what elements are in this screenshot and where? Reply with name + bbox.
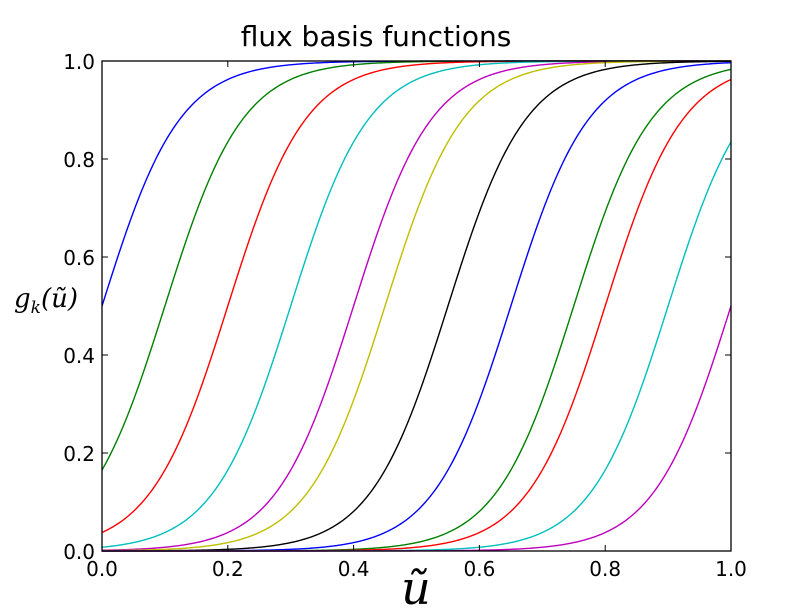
x-axis-label: ũ [401, 561, 431, 612]
y-tick-label: 0.8 [63, 148, 95, 172]
y-tick-label: 0.6 [63, 246, 95, 270]
series-line-2 [101, 60, 731, 471]
series-layer [101, 60, 732, 552]
series-line-3 [101, 60, 731, 534]
series-line-7 [102, 60, 732, 552]
series-line-5 [101, 60, 731, 551]
series-line-10 [102, 78, 732, 552]
x-tick-label: 0.2 [212, 557, 244, 581]
series-line-4 [101, 60, 731, 548]
plot-frame [101, 60, 732, 552]
y-axis-label: gk(ũ) [14, 284, 78, 318]
x-tick-label: 0.0 [86, 557, 118, 581]
series-line-1 [101, 60, 731, 307]
tick-layer: 0.0 0.2 0.4 0.6 0.8 1.0 0.0 0.2 0.4 0.6 0.8 1.0 [63, 50, 747, 581]
series-line-12 [102, 305, 732, 552]
y-tick-label: 1.0 [63, 50, 95, 74]
x-tick-label: 0.6 [463, 557, 495, 581]
x-tick-label: 0.4 [338, 557, 370, 581]
y-tick-label: 0.0 [63, 540, 95, 564]
series-line-6 [101, 60, 731, 552]
x-tick-label: 1.0 [715, 557, 747, 581]
y-tick-label: 0.4 [63, 344, 95, 368]
series-line-11 [102, 141, 732, 552]
y-tick-label: 0.2 [63, 442, 95, 466]
series-line-8 [102, 61, 732, 552]
chart-title: flux basis functions [241, 20, 512, 53]
x-tick-label: 0.8 [589, 557, 621, 581]
